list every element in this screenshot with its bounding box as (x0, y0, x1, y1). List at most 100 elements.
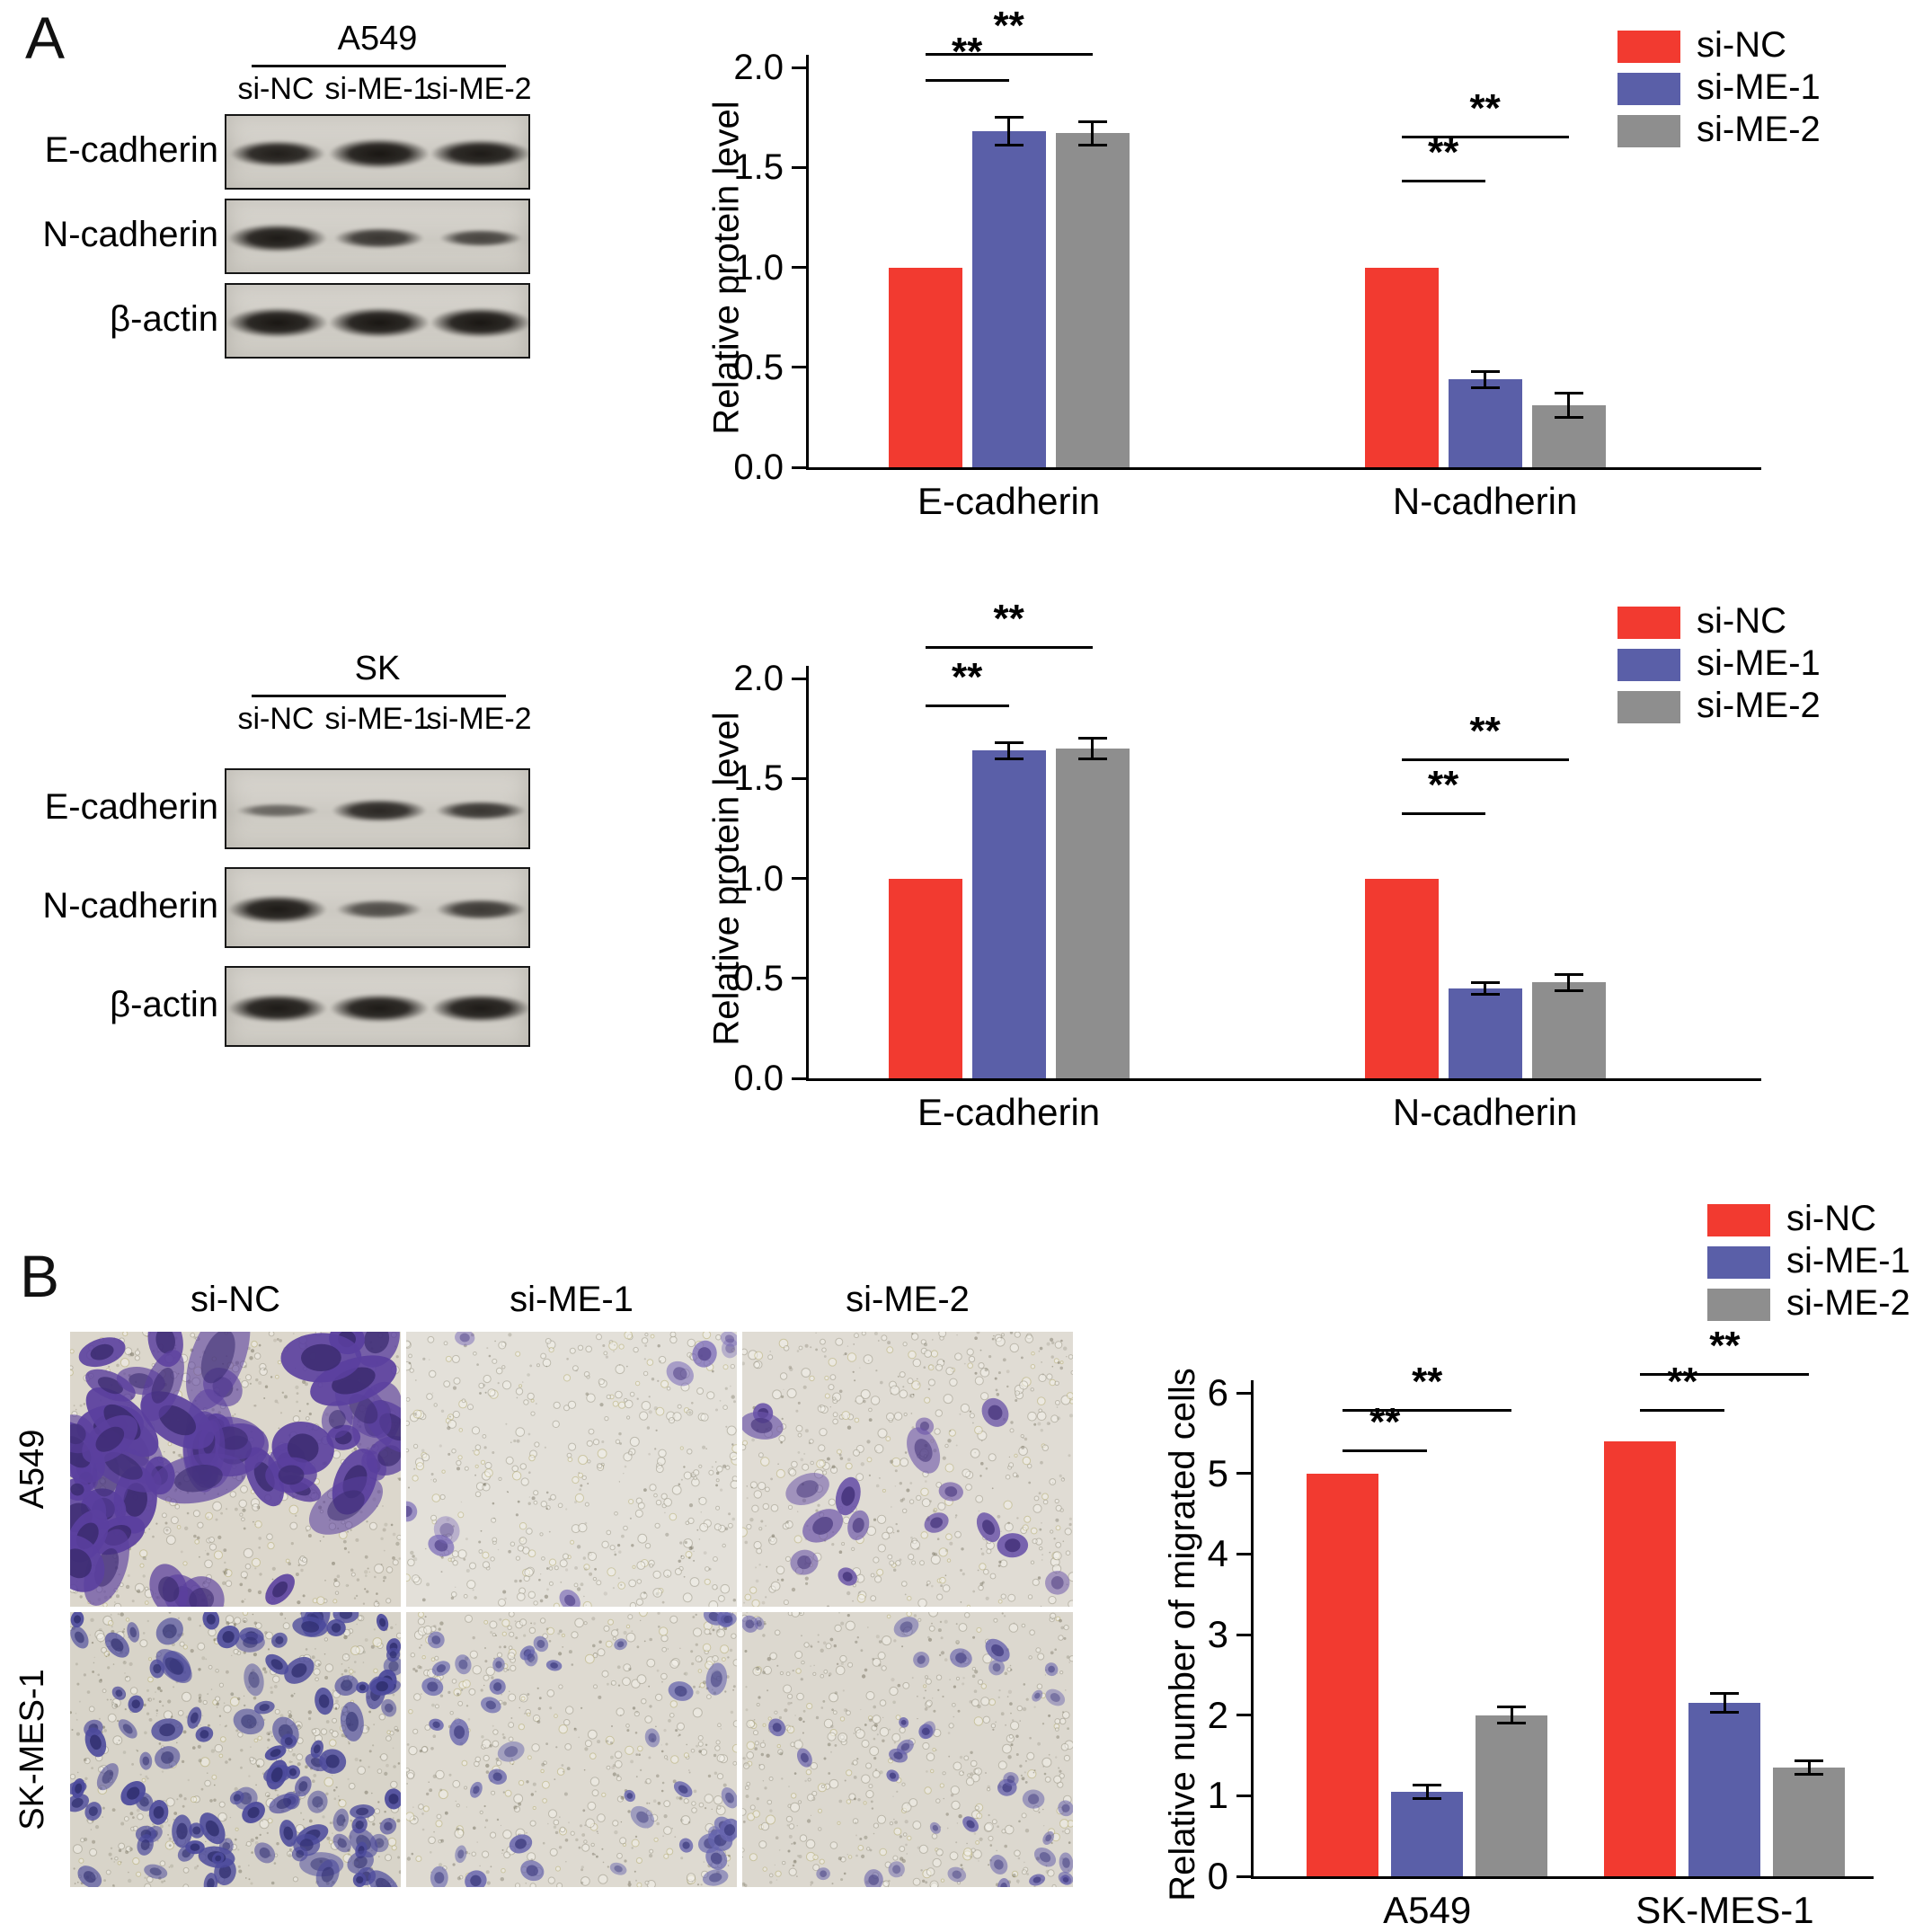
stained-cell (334, 1675, 359, 1696)
bar (1391, 1791, 1464, 1876)
significance-label: ** (1469, 709, 1501, 753)
membrane-pores-texture (406, 1332, 737, 1607)
stained-cell (148, 1800, 169, 1825)
stained-cell (624, 1789, 636, 1803)
stained-cell (837, 1567, 857, 1586)
error-bar (1425, 1785, 1429, 1799)
error-bar-cap (1497, 1722, 1527, 1725)
stained-cell (907, 1427, 941, 1474)
stained-cell (899, 1716, 909, 1728)
stained-cell (294, 1776, 312, 1797)
y-tick-mark (792, 266, 806, 269)
stained-cell (997, 1533, 1029, 1558)
stained-cell (187, 1706, 202, 1729)
stained-cell (455, 1332, 475, 1346)
protein-label: β-actin (110, 985, 218, 1024)
bar (1364, 878, 1439, 1078)
stained-cell (310, 1740, 323, 1759)
y-tick-mark (792, 366, 806, 369)
significance-line (1640, 1408, 1725, 1412)
stained-cell (802, 1509, 844, 1543)
stained-cells (742, 1397, 1070, 1595)
stained-cell (520, 1860, 545, 1882)
error-bar-cap (1077, 144, 1107, 147)
blot-strip (225, 114, 531, 190)
stained-cell (111, 1686, 127, 1700)
x-category-label: N-cadherin (1392, 480, 1578, 522)
stained-cell (644, 1728, 660, 1748)
stained-cell (929, 1821, 941, 1834)
stained-cell (947, 1866, 967, 1883)
panel-b-label: B (20, 1243, 60, 1309)
stained-cell (559, 1589, 580, 1607)
stained-cell (533, 1635, 549, 1653)
significance-line (1401, 179, 1485, 182)
y-tick-mark (792, 677, 806, 680)
bar (1307, 1473, 1379, 1876)
stained-cell (150, 1453, 247, 1504)
significance-line (1640, 1372, 1810, 1376)
stained-cell (886, 1769, 900, 1782)
error-bar (1484, 371, 1487, 387)
y-tick-mark (792, 165, 806, 169)
lane-label: si-ME-1 (324, 72, 430, 106)
bar (1688, 1703, 1761, 1876)
stained-cell (199, 1812, 226, 1845)
stained-cell (719, 1612, 737, 1626)
x-axis-line (806, 467, 1761, 470)
stained-cell (981, 1397, 1009, 1427)
blot-strip (225, 199, 530, 274)
y-tick-mark (792, 465, 806, 469)
significance-label: ** (1667, 1359, 1698, 1404)
blot-strip (225, 966, 530, 1047)
debris-texture (742, 1332, 1073, 1607)
stained-cell (265, 1457, 317, 1493)
error-bar (1567, 974, 1571, 991)
stained-cell (666, 1360, 694, 1387)
protein-label: E-cadherin (44, 130, 218, 170)
bar (1531, 982, 1606, 1078)
x-category-label: E-cadherin (917, 1091, 1101, 1133)
stained-cell (202, 1612, 220, 1630)
significance-label: ** (1427, 763, 1459, 808)
legend-swatch (1707, 1289, 1770, 1321)
y-tick-label: 1.0 (733, 247, 784, 288)
significance-label: ** (1412, 1359, 1443, 1404)
y-tick-mark (792, 977, 806, 980)
stained-cell (816, 1867, 830, 1881)
error-bar (1567, 393, 1571, 418)
significance-line (925, 79, 1009, 83)
stained-cell (84, 1802, 102, 1821)
bar (971, 750, 1046, 1078)
stained-cell (84, 1727, 107, 1758)
stained-cell (280, 1733, 297, 1750)
y-axis-title: Relative protein level (706, 711, 746, 1046)
significance-line (925, 646, 1093, 650)
y-tick-label: 0.0 (733, 448, 784, 487)
stained-cell (429, 1718, 444, 1731)
error-bar-cap (1554, 392, 1583, 395)
stained-cell (1022, 1789, 1045, 1809)
stained-cell (383, 1656, 401, 1676)
micro-column-label: si-ME-1 (510, 1280, 634, 1319)
membrane-pores-texture (742, 1332, 1073, 1607)
error-bar (1091, 121, 1095, 146)
stained-cell (918, 1724, 934, 1740)
bar (888, 878, 962, 1078)
stained-cell (988, 1659, 1005, 1676)
stained-cell (332, 1612, 359, 1624)
stained-cell (151, 1718, 183, 1741)
stained-cell (1042, 1830, 1055, 1845)
legend-label: si-NC (1697, 601, 1786, 641)
error-bar-cap (1470, 980, 1500, 984)
stained-cell (319, 1749, 347, 1774)
stained-cell (1044, 1662, 1059, 1677)
stained-cell (211, 1852, 225, 1865)
micrograph-image (406, 1612, 737, 1887)
error-bar-cap (994, 757, 1024, 760)
protein-band (228, 224, 327, 253)
stained-cells (421, 1612, 737, 1887)
stained-cell (78, 1337, 126, 1368)
error-bar (1007, 117, 1011, 146)
micrograph-image (742, 1332, 1073, 1607)
